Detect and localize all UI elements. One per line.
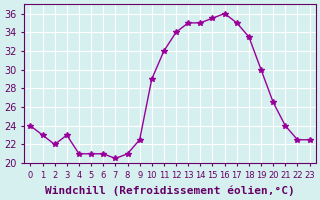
X-axis label: Windchill (Refroidissement éolien,°C): Windchill (Refroidissement éolien,°C)	[45, 185, 295, 196]
